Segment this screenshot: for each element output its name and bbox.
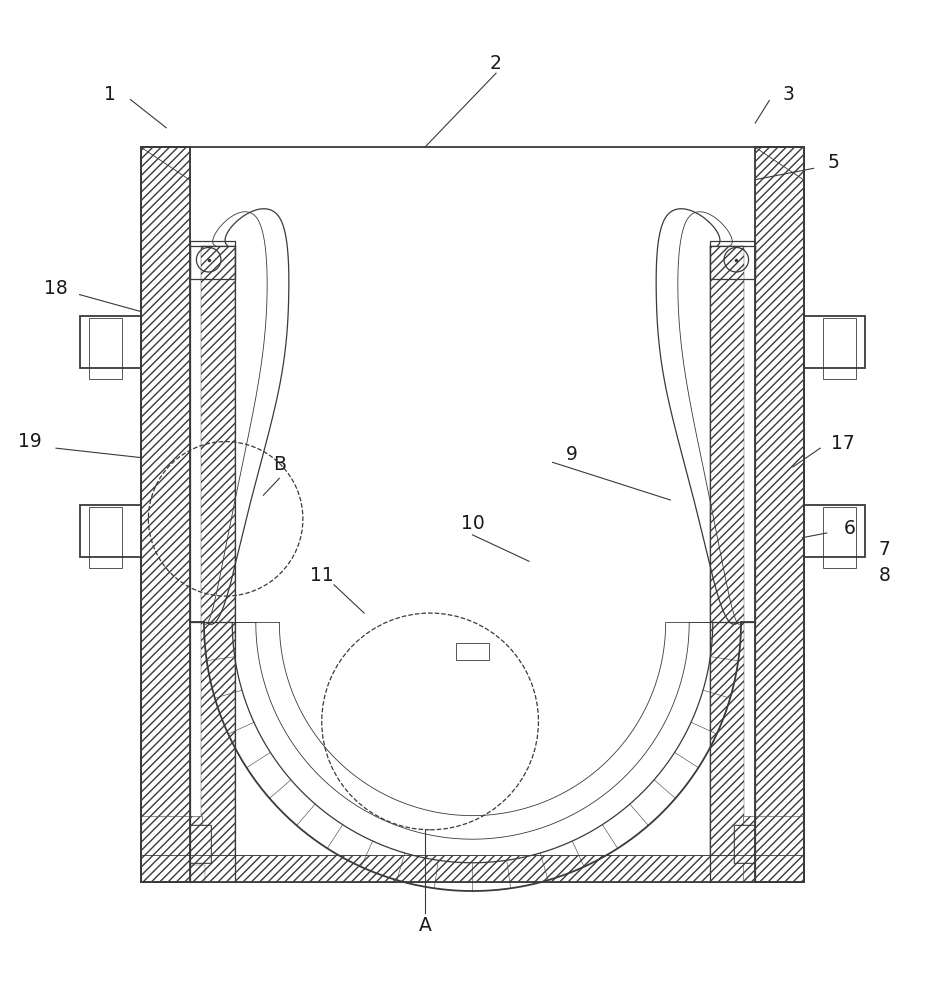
Bar <box>822 507 855 568</box>
Text: 7: 7 <box>877 540 889 559</box>
Text: 6: 6 <box>843 519 854 538</box>
Bar <box>141 855 803 882</box>
Text: 17: 17 <box>830 434 853 453</box>
Bar <box>803 316 865 368</box>
Bar <box>733 825 754 863</box>
Text: 2: 2 <box>490 54 501 73</box>
Bar <box>190 241 235 279</box>
Bar <box>141 147 190 882</box>
Text: 18: 18 <box>44 278 68 298</box>
Text: 1: 1 <box>104 85 115 104</box>
Text: B: B <box>273 455 285 474</box>
Text: A: A <box>418 916 431 935</box>
Bar <box>201 246 235 882</box>
Text: 9: 9 <box>565 445 577 464</box>
Bar <box>89 318 122 379</box>
Bar <box>803 505 865 557</box>
Bar <box>190 825 211 863</box>
Bar <box>742 816 803 882</box>
Bar <box>141 147 190 882</box>
Text: 3: 3 <box>782 85 793 104</box>
Polygon shape <box>754 147 803 180</box>
Text: 19: 19 <box>18 432 42 451</box>
Bar <box>89 507 122 568</box>
Bar <box>709 246 743 882</box>
Bar <box>754 147 803 882</box>
Bar <box>190 865 205 882</box>
Text: 5: 5 <box>827 153 838 172</box>
Text: 11: 11 <box>310 566 333 585</box>
Bar <box>79 505 141 557</box>
Bar <box>709 241 754 279</box>
Polygon shape <box>141 147 190 180</box>
Bar <box>79 316 141 368</box>
Bar <box>141 147 803 882</box>
Bar <box>754 147 803 882</box>
Text: 10: 10 <box>460 514 484 533</box>
Bar <box>822 318 855 379</box>
Bar <box>190 825 211 863</box>
Bar <box>733 825 754 863</box>
Bar <box>456 643 488 660</box>
Bar <box>141 816 202 882</box>
Text: 8: 8 <box>877 566 889 585</box>
